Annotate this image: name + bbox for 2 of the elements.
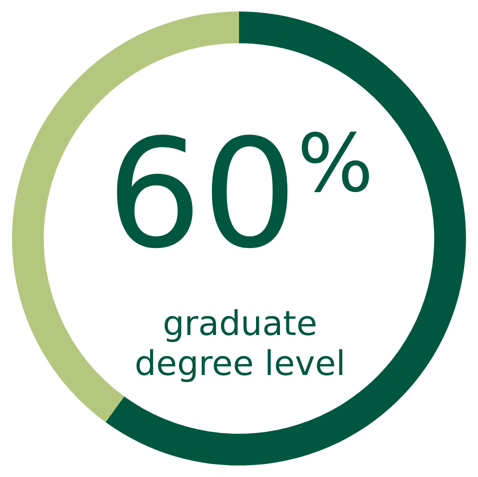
text: graduate degree level [134,304,346,384]
text: 60$^{%}$ [106,108,374,284]
